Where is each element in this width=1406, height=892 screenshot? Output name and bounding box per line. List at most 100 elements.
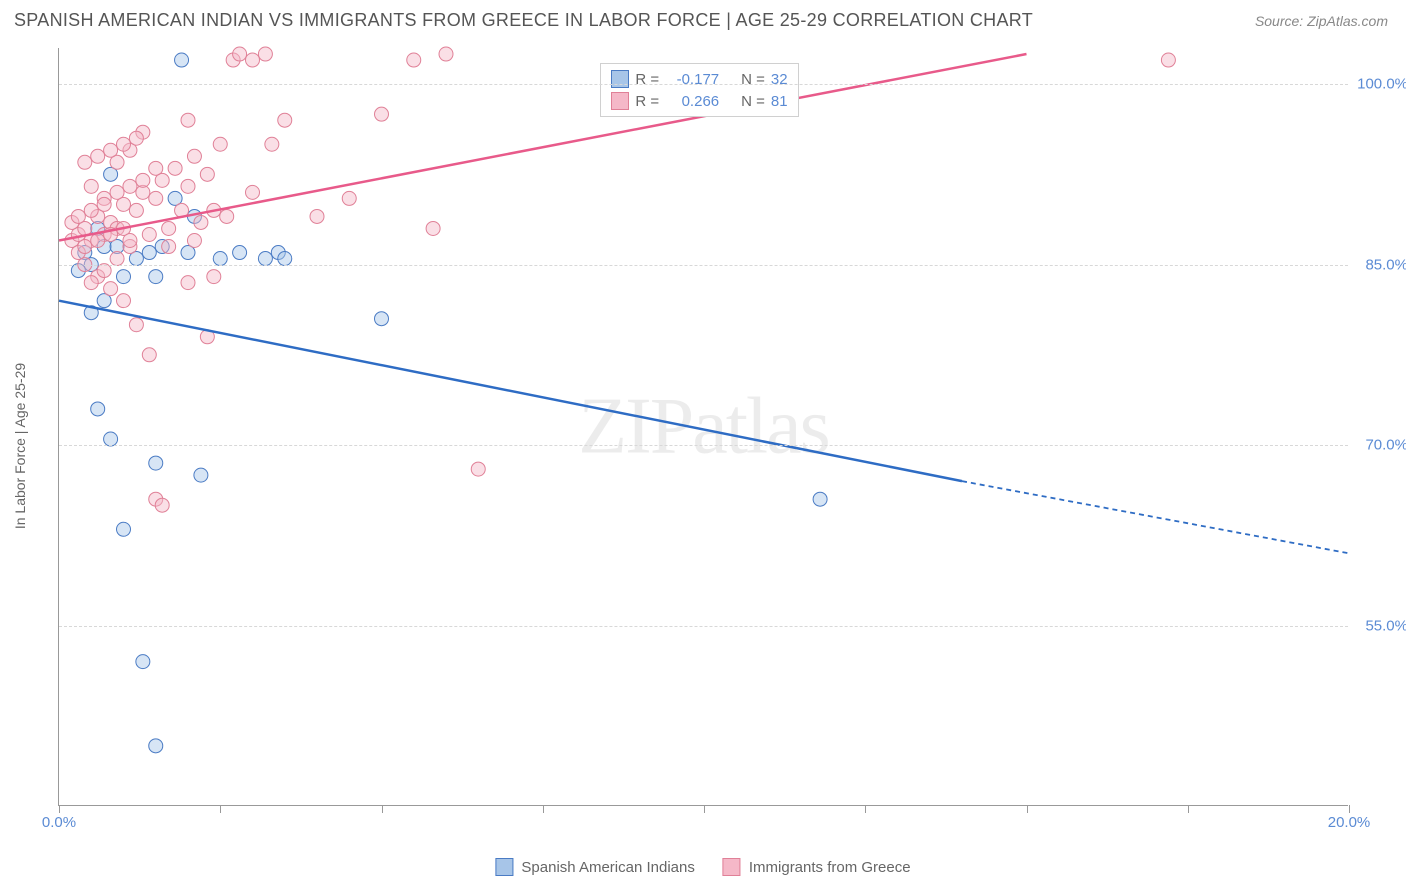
series-legend-item: Immigrants from Greece [723, 858, 911, 876]
scatter-point [194, 468, 208, 482]
scatter-point [104, 432, 118, 446]
scatter-point [175, 53, 189, 67]
scatter-point [246, 185, 260, 199]
scatter-point [110, 185, 124, 199]
scatter-point [310, 209, 324, 223]
scatter-point [162, 240, 176, 254]
scatter-point [129, 203, 143, 217]
scatter-point [78, 155, 92, 169]
legend-swatch [495, 858, 513, 876]
x-tick-mark [59, 805, 60, 813]
scatter-point [97, 197, 111, 211]
scatter-point [342, 191, 356, 205]
legend-r-label: R = [635, 93, 659, 110]
scatter-point [181, 179, 195, 193]
scatter-point [123, 234, 137, 248]
scatter-point [117, 522, 131, 536]
scatter-point [149, 456, 163, 470]
scatter-point [246, 53, 260, 67]
scatter-point [220, 209, 234, 223]
stats-legend-row: R =-0.177N =32 [611, 68, 787, 90]
legend-n-value: 81 [771, 93, 788, 110]
scatter-point [91, 234, 105, 248]
scatter-point [84, 203, 98, 217]
scatter-point [149, 739, 163, 753]
scatter-point [375, 107, 389, 121]
scatter-point [1161, 53, 1175, 67]
scatter-point [213, 252, 227, 266]
scatter-point [97, 264, 111, 278]
scatter-point [84, 179, 98, 193]
scatter-point [168, 161, 182, 175]
scatter-point [84, 276, 98, 290]
x-tick-mark [1027, 805, 1028, 813]
scatter-point [136, 655, 150, 669]
scatter-point [104, 282, 118, 296]
scatter-point [71, 209, 85, 223]
stats-legend-row: R = 0.266 N = 81 [611, 90, 787, 112]
scatter-point [142, 348, 156, 362]
scatter-point [142, 227, 156, 241]
gridline [59, 265, 1348, 266]
series-legend-label: Immigrants from Greece [749, 859, 911, 876]
gridline [59, 84, 1348, 85]
scatter-point [375, 312, 389, 326]
scatter-point [278, 252, 292, 266]
y-tick-label: 55.0% [1352, 617, 1406, 634]
trend-line-dash [962, 481, 1349, 553]
scatter-point [813, 492, 827, 506]
scatter-point [213, 137, 227, 151]
scatter-point [439, 47, 453, 61]
legend-swatch [611, 92, 629, 110]
scatter-point [258, 47, 272, 61]
gridline [59, 626, 1348, 627]
scatter-point [149, 161, 163, 175]
chart-header: SPANISH AMERICAN INDIAN VS IMMIGRANTS FR… [0, 0, 1406, 37]
scatter-point [149, 191, 163, 205]
x-tick-mark [704, 805, 705, 813]
x-tick-mark [543, 805, 544, 813]
gridline [59, 445, 1348, 446]
series-legend-label: Spanish American Indians [521, 859, 694, 876]
chart-plot-area: ZIPatlas R =-0.177N =32R =0.266N =81 55.… [58, 48, 1348, 806]
scatter-point [155, 498, 169, 512]
y-axis-label: In Labor Force | Age 25-29 [12, 363, 28, 529]
x-tick-mark [865, 805, 866, 813]
scatter-point [117, 270, 131, 284]
scatter-point [78, 240, 92, 254]
x-tick-mark [220, 805, 221, 813]
y-tick-label: 100.0% [1352, 76, 1406, 93]
scatter-point [129, 131, 143, 145]
scatter-point [91, 402, 105, 416]
scatter-point [187, 234, 201, 248]
scatter-point [162, 221, 176, 235]
scatter-point [117, 294, 131, 308]
trend-line [59, 54, 1027, 240]
trend-line [59, 301, 962, 481]
legend-n-label: N = [741, 93, 765, 110]
scatter-point [129, 318, 143, 332]
x-tick-label: 20.0% [1328, 814, 1371, 831]
series-legend: Spanish American Indians Immigrants from … [495, 858, 910, 876]
scatter-point [278, 113, 292, 127]
scatter-point [233, 246, 247, 260]
chart-source: Source: ZipAtlas.com [1255, 13, 1388, 29]
scatter-point [207, 270, 221, 284]
x-tick-mark [382, 805, 383, 813]
chart-title: SPANISH AMERICAN INDIAN VS IMMIGRANTS FR… [14, 10, 1033, 31]
scatter-point [181, 113, 195, 127]
stats-legend-box: R =-0.177N =32 R = 0.266 N = 81 [600, 63, 798, 117]
y-tick-label: 85.0% [1352, 256, 1406, 273]
scatter-point [91, 149, 105, 163]
scatter-point [149, 270, 163, 284]
scatter-point [233, 47, 247, 61]
scatter-point [471, 462, 485, 476]
scatter-point [426, 221, 440, 235]
scatter-point [181, 276, 195, 290]
scatter-point [142, 246, 156, 260]
x-tick-mark [1349, 805, 1350, 813]
legend-r-value: 0.266 [665, 93, 719, 110]
scatter-point [123, 179, 137, 193]
scatter-point [258, 252, 272, 266]
scatter-point [117, 137, 131, 151]
